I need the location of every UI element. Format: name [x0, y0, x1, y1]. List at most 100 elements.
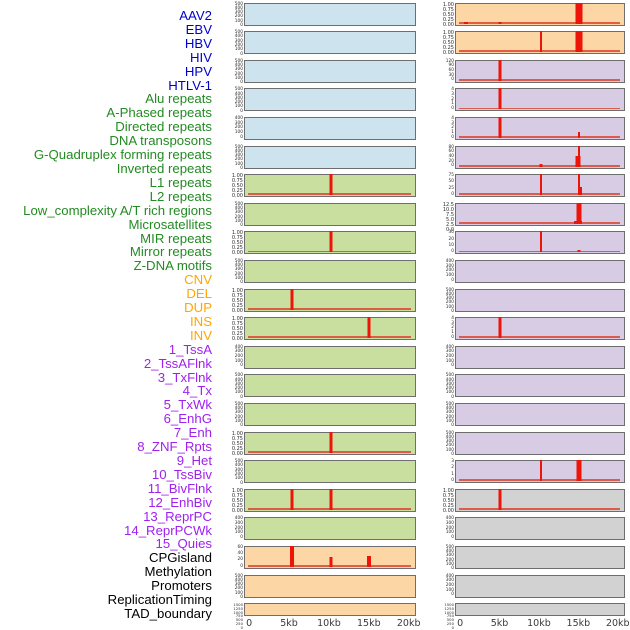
- y-tick-label: 4: [451, 115, 454, 121]
- signal-spike: [498, 88, 502, 110]
- y-tick-label: 200: [234, 214, 243, 220]
- y-tick-label: 200: [234, 125, 243, 131]
- panel-ins: 1.00 0.75 0.50 0.25 0.00: [443, 2, 625, 27]
- y-tick-label: 0.00: [231, 193, 243, 200]
- row-label-3-txflnk: 3_TxFlnk: [157, 369, 212, 385]
- y-axis-ticks: 120 90 60 30 0: [424, 58, 454, 83]
- y-tick-label: 100: [445, 562, 454, 568]
- y-tick-label: 0.50: [442, 497, 454, 504]
- y-tick-label: 0.00: [231, 507, 243, 514]
- signal-spike: [540, 174, 543, 196]
- y-tick-label: 200: [445, 300, 454, 306]
- y-tick-label: 200: [445, 414, 454, 420]
- y-tick-label: 300: [445, 349, 454, 355]
- y-tick-label: 0.50: [231, 297, 243, 304]
- row-label-low-complexity-a-t-rich-regions: Low_complexity A/T rich regions: [23, 202, 212, 218]
- signal-baseline: [248, 250, 411, 253]
- y-tick-label: 100: [234, 47, 243, 53]
- y-tick-label: 300: [234, 153, 243, 159]
- y-tick-label: 30: [448, 230, 454, 236]
- y-tick-label: 100: [234, 75, 243, 81]
- y-tick-label: 0.75: [231, 292, 243, 299]
- row-label-replicationtiming: ReplicationTiming: [107, 592, 212, 608]
- y-tick-label: 300: [445, 410, 454, 416]
- y-tick-label: 300: [445, 439, 454, 445]
- y-tick-label: 0.75: [442, 6, 454, 13]
- y-axis-ticks: 1.00 0.75 0.50 0.25 0.00: [213, 431, 243, 456]
- y-tick-label: 200: [445, 582, 454, 588]
- y-axis-ticks: 1.00 0.75 0.50 0.25 0.00: [213, 174, 243, 200]
- y-tick-label: 90: [448, 63, 454, 69]
- y-tick-label: 400: [234, 205, 243, 211]
- y-tick-label: 1250: [233, 605, 243, 611]
- y-tick-label: 0.50: [231, 440, 243, 447]
- row-label-6-enhg: 6_EnhG: [163, 411, 212, 427]
- y-tick-label: 100: [445, 530, 454, 536]
- y-tick-label: 400: [234, 62, 243, 68]
- y-tick-label: 120: [445, 58, 454, 64]
- row-label-hbv: HBV: [184, 35, 212, 51]
- y-tick-label: 0.00: [231, 307, 243, 314]
- y-tick-label: 0.25: [442, 45, 454, 52]
- row-label-tad-boundary: TAD_boundary: [124, 605, 212, 621]
- row-label-7-enh: 7_Enh: [173, 425, 212, 441]
- row-label-a-phased-repeats: A-Phased repeats: [106, 105, 212, 121]
- signal-spike: [498, 116, 502, 138]
- y-tick-label: 2.5: [446, 221, 454, 228]
- signal-spike: [577, 186, 582, 196]
- panel-methylation: 400 300 200 100 0: [446, 516, 625, 541]
- y-tick-label: 0: [451, 534, 454, 540]
- y-tick-label: 300: [234, 267, 243, 273]
- y-tick-label: 400: [445, 377, 454, 383]
- y-tick-label: 0.00: [442, 507, 454, 514]
- row-label-15-quies: 15_Quies: [155, 536, 212, 552]
- y-tick-label: 500: [234, 58, 243, 64]
- y-tick-label: 300: [234, 582, 243, 588]
- y-tick-label: 500: [234, 573, 243, 579]
- y-tick-label: 0.50: [231, 497, 243, 504]
- y-tick-label: 7.5: [446, 211, 454, 218]
- y-tick-label: 400: [234, 577, 243, 583]
- y-tick-label: 500: [234, 459, 243, 465]
- signal-baseline: [459, 164, 620, 167]
- y-tick-label: 1.00: [442, 1, 454, 8]
- y-axis-ticks: 12.5 10.0 7.5 5.0 2.5 0.0: [424, 202, 454, 232]
- y-tick-label: 0.25: [442, 16, 454, 23]
- y-tick-label: 0.25: [231, 331, 243, 338]
- panel-hiv: 500 400 300 200 100 0: [235, 87, 416, 114]
- y-tick-label: 1.00: [231, 287, 243, 294]
- y-tick-label: 1250: [444, 605, 454, 611]
- y-tick-label: 300: [234, 467, 243, 473]
- signal-baseline: [459, 107, 620, 110]
- y-axis-ticks: 60 40 20 0: [213, 545, 243, 569]
- y-tick-label: 4: [451, 316, 454, 322]
- row-label-11-bivflnk: 11_BivFlnk: [147, 480, 212, 496]
- panel-del: 500 400 300 200 100 0: [235, 574, 416, 600]
- y-tick-label: 200: [234, 71, 243, 77]
- y-axis-ticks: 500 400 300 200 100 0: [213, 30, 243, 56]
- y-tick-label: 100: [445, 358, 454, 364]
- y-tick-label: 3: [451, 459, 454, 465]
- x-axis-tick-label: 10kb: [317, 618, 341, 629]
- y-tick-label: 0.00: [231, 336, 243, 343]
- signal-spike: [289, 545, 294, 567]
- x-axis-tick-label: 5kb: [280, 618, 298, 629]
- panel-1-tssa: 120 90 60 30 0: [446, 59, 625, 83]
- y-axis-ticks: 1.00 0.75 0.50 0.25 0.00: [424, 488, 454, 514]
- y-tick-label: 20: [237, 557, 243, 563]
- y-axis-ticks: 500 400 300 200 100 0: [213, 459, 243, 485]
- y-tick-label: 2: [451, 125, 454, 131]
- row-label-8-znf-rpts: 8_ZNF_Rpts: [137, 439, 212, 455]
- y-tick-label: 0: [451, 624, 454, 630]
- y-tick-label: 0.75: [442, 492, 454, 499]
- row-label-z-dna-motifs: Z-DNA motifs: [133, 258, 212, 274]
- panel-5-txwk: 75 50 25 0: [449, 173, 625, 198]
- y-tick-label: 0: [451, 363, 454, 369]
- y-tick-label: 500: [234, 30, 243, 36]
- y-axis-ticks: 1.00 0.75 0.50 0.25 0.00: [424, 1, 454, 27]
- y-tick-label: 0.00: [231, 250, 243, 257]
